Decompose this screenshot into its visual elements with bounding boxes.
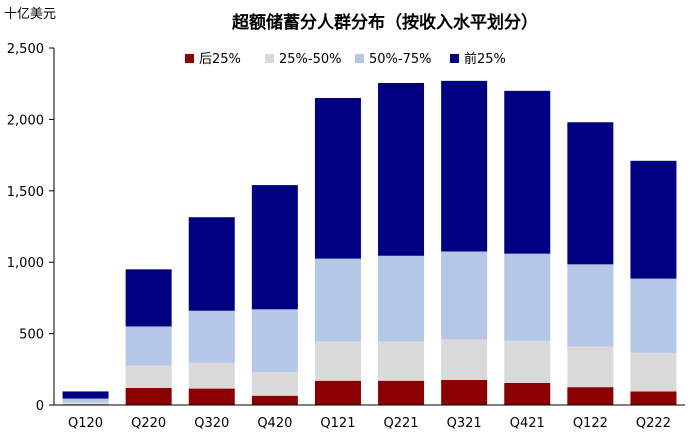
bar-segment — [125, 326, 172, 366]
bar-segment — [125, 365, 172, 388]
y-tick-label: 2,000 — [7, 113, 44, 128]
legend-swatch — [355, 54, 364, 63]
bar-segment — [378, 255, 425, 342]
y-tick-label: 1,500 — [7, 185, 44, 200]
bar-segment — [504, 340, 551, 383]
bar-segment — [567, 264, 614, 347]
legend: 后25% 25%-50% 50%-75% 前25% — [185, 51, 506, 67]
x-tick-label: Q321 — [447, 416, 482, 431]
y-axis: 0 500 1,000 1,500 2,000 2,500 — [7, 42, 55, 414]
x-tick-label: Q122 — [573, 416, 608, 431]
bar-segment — [441, 80, 488, 252]
bar-segment — [188, 310, 235, 363]
bar-segment — [188, 388, 235, 405]
x-tick-label: Q420 — [257, 416, 292, 431]
x-tick-label: Q120 — [68, 416, 103, 431]
legend-label: 50%-75% — [369, 52, 431, 67]
bar-segment — [378, 380, 425, 405]
bar-segment — [62, 402, 109, 405]
bar-segment — [567, 122, 614, 265]
bar-segment — [567, 346, 614, 388]
chart-title: 超额储蓄分人群分布（按收入水平划分） — [232, 12, 538, 33]
y-tick-label: 2,500 — [7, 42, 44, 57]
legend-label: 前25% — [464, 51, 506, 67]
x-tick-label: Q222 — [636, 416, 671, 431]
bar-segment — [378, 82, 425, 256]
legend-label: 后25% — [199, 52, 241, 67]
y-tick-label: 500 — [19, 328, 44, 343]
bar-segment — [441, 339, 488, 381]
bar-segment — [630, 391, 677, 405]
legend-swatch — [450, 54, 459, 63]
legend-swatch — [185, 54, 194, 63]
bar-segment — [314, 341, 361, 381]
y-tick-label: 0 — [36, 399, 44, 414]
bars — [62, 80, 677, 405]
bar-segment — [441, 380, 488, 405]
bar-segment — [314, 380, 361, 405]
bar-segment — [630, 352, 677, 392]
x-tick-label: Q320 — [194, 416, 229, 431]
x-tick-label: Q121 — [320, 416, 355, 431]
bar-segment — [314, 258, 361, 342]
bar-segment — [504, 90, 551, 254]
bar-segment — [251, 185, 298, 310]
y-tick-label: 1,000 — [7, 256, 44, 271]
bar-segment — [567, 387, 614, 405]
x-tick-label: Q220 — [131, 416, 166, 431]
bar-segment — [188, 362, 235, 389]
x-axis: Q120 Q220 Q320 Q420 Q121 Q221 Q321 Q421 Q122 Q222 — [54, 404, 685, 431]
bar-segment — [378, 341, 425, 381]
x-tick-label: Q221 — [384, 416, 419, 431]
bar-segment — [251, 309, 298, 373]
legend-swatch — [265, 54, 274, 63]
bar-segment — [630, 160, 677, 279]
bar-segment — [504, 382, 551, 405]
bar-segment — [441, 251, 488, 340]
bar-segment — [125, 387, 172, 405]
bar-segment — [251, 395, 298, 405]
bar-segment — [188, 217, 235, 311]
unit-label: 十亿美元 — [4, 7, 56, 22]
x-tick-label: Q421 — [510, 416, 545, 431]
bar-segment — [62, 391, 109, 399]
bar-segment — [251, 372, 298, 396]
bar-segment — [504, 253, 551, 341]
bar-segment — [62, 398, 109, 403]
legend-label: 25%-50% — [279, 52, 341, 67]
bar-segment — [630, 278, 677, 353]
bar-segment — [125, 269, 172, 327]
bar-segment — [314, 97, 361, 259]
